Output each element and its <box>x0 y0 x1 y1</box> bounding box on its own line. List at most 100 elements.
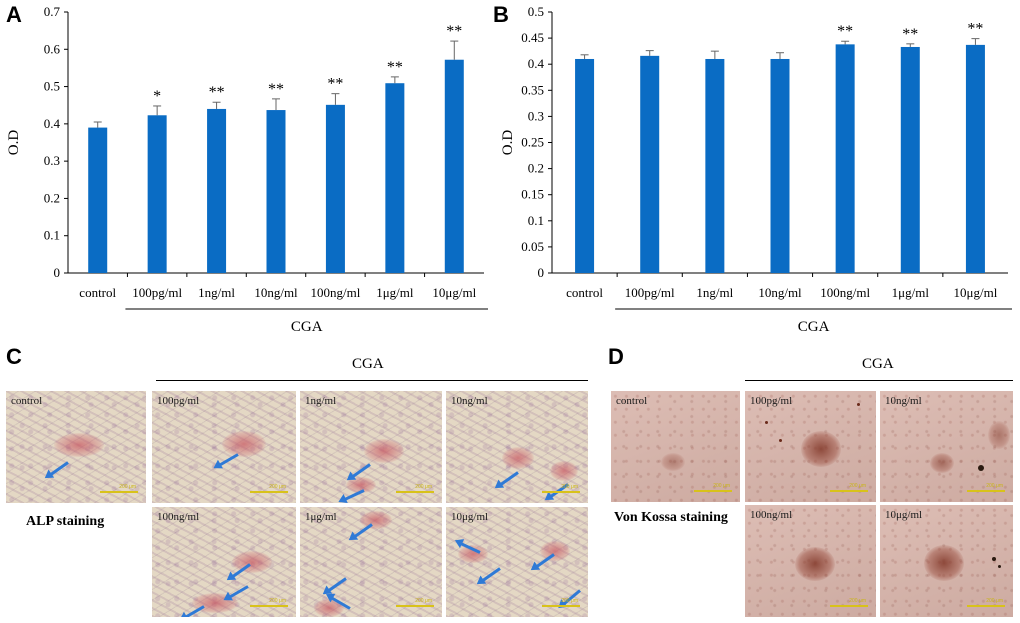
bar <box>900 46 920 273</box>
vk-image-10ug: 10μg/ml 200 μm <box>880 505 1013 617</box>
scale-bar <box>967 605 1005 607</box>
category-label: 10ng/ml <box>758 285 802 300</box>
y-tick-label: 0.2 <box>44 190 60 205</box>
von-kossa-label: Von Kossa staining <box>614 510 728 525</box>
chart-a: 0 0.1 0.2 0.3 0.4 0.5 0.6 0.7 O.D control 100pg/ml… <box>6 4 488 335</box>
bar <box>770 58 790 274</box>
alp-image-10ug: 10μg/ml 200 μm <box>446 507 588 617</box>
bar <box>385 83 405 273</box>
alp-image-100ng: 100ng/ml 200 μm <box>152 507 296 617</box>
vk-image-label: 100pg/ml <box>750 395 793 407</box>
bar <box>266 110 286 273</box>
vk-image-100pg: 100pg/ml 200 μm <box>745 391 876 502</box>
alp-image-label: 1ng/ml <box>305 395 337 407</box>
y-tick-label: 0.15 <box>521 187 544 202</box>
category-label: 1μg/ml <box>376 285 414 300</box>
scale-bar <box>100 491 138 493</box>
category-label: 100ng/ml <box>311 285 361 300</box>
alp-image-10ng: 10ng/ml 200 μm <box>446 391 588 503</box>
y-tick-label: 0.25 <box>521 135 544 150</box>
chart-b: 0 0.05 0.1 0.15 0.2 0.25 0.3 0.35 0.4 0.45 0.5 O.D c… <box>500 4 1012 335</box>
category-label: 100pg/ml <box>625 285 675 300</box>
bar <box>965 44 985 273</box>
y-tick-label: 0.4 <box>528 56 545 71</box>
significance-label: ** <box>967 21 983 38</box>
significance-label: ** <box>902 26 918 43</box>
bar <box>835 44 855 273</box>
y-tick-label: 0.2 <box>528 161 544 176</box>
y-tick-label: 0.7 <box>44 4 61 19</box>
category-label: 1ng/ml <box>696 285 733 300</box>
scale-bar <box>830 605 868 607</box>
panel-letter-b: B <box>493 2 509 27</box>
arrow-icon <box>481 567 501 583</box>
bar <box>640 55 660 274</box>
panel-d-group-label: CGA <box>862 356 894 372</box>
significance-label: ** <box>837 23 853 40</box>
alp-image-label: 10ng/ml <box>451 395 488 407</box>
panel-letter-d: D <box>608 344 624 369</box>
bar <box>207 108 227 273</box>
significance-label: ** <box>209 84 225 101</box>
arrow-icon <box>228 585 249 599</box>
y-tick-label: 0.6 <box>44 41 61 56</box>
vk-image-label: 100ng/ml <box>750 509 793 521</box>
alp-image-label: 100pg/ml <box>157 395 200 407</box>
category-label: 10μg/ml <box>432 285 476 300</box>
panel-c-group-line <box>156 380 588 381</box>
group-label: CGA <box>291 319 323 335</box>
arrow-icon <box>499 471 519 487</box>
alp-image-1ng: 1ng/ml 200 μm <box>300 391 442 503</box>
vk-image-10ng: 10ng/ml 200 μm <box>880 391 1013 502</box>
y-tick-label: 0.1 <box>528 213 544 228</box>
y-tick-label: 0.45 <box>521 30 544 45</box>
bar <box>325 104 345 273</box>
scale-bar <box>967 490 1005 492</box>
bar <box>575 58 595 274</box>
bar <box>147 115 167 273</box>
scale-bar <box>830 490 868 492</box>
category-label: 1ng/ml <box>198 285 235 300</box>
bar <box>88 127 108 273</box>
panel-letter-c: C <box>6 344 22 369</box>
y-tick-label: 0.3 <box>44 153 60 168</box>
arrow-icon <box>218 453 239 467</box>
scale-bar <box>250 605 288 607</box>
y-tick-label: 0.1 <box>44 228 60 243</box>
panel-c-group-label: CGA <box>352 356 384 372</box>
category-label: 100pg/ml <box>132 285 182 300</box>
scale-bar <box>542 491 580 493</box>
bar <box>705 58 725 274</box>
category-label: 10μg/ml <box>954 285 998 300</box>
bar <box>444 59 464 274</box>
y-tick-label: 0 <box>54 265 61 280</box>
significance-label: * <box>153 88 161 105</box>
significance-label: ** <box>446 23 462 40</box>
alp-image-label: control <box>11 395 43 407</box>
panel-d-group-line <box>745 380 1013 381</box>
alp-image-label: 10μg/ml <box>451 511 489 523</box>
alp-image-label: 1μg/ml <box>305 511 337 523</box>
vk-image-label: 10ng/ml <box>885 395 922 407</box>
significance-label: ** <box>387 59 403 76</box>
y-axis-label: O.D <box>6 130 22 156</box>
scale-bar <box>396 491 434 493</box>
y-tick-label: 0.5 <box>44 79 60 94</box>
alp-image-label: 100ng/ml <box>157 511 200 523</box>
significance-label: ** <box>268 81 284 98</box>
vk-image-control: control 200 μm <box>611 391 740 502</box>
y-axis-label: O.D <box>500 130 516 156</box>
y-tick-label: 0.5 <box>528 4 544 19</box>
vk-image-label: 10μg/ml <box>885 509 923 521</box>
scale-bar <box>250 491 288 493</box>
scale-bar <box>694 490 732 492</box>
vk-image-label: control <box>616 395 648 407</box>
category-label: 10ng/ml <box>254 285 298 300</box>
vk-image-100ng: 100ng/ml 200 μm <box>745 505 876 617</box>
significance-label: ** <box>327 76 343 93</box>
y-tick-label: 0.35 <box>521 82 544 97</box>
group-label: CGA <box>798 319 830 335</box>
y-tick-label: 0.3 <box>528 108 544 123</box>
alp-image-control: control 200 μm <box>6 391 146 503</box>
category-label: 1μg/ml <box>892 285 930 300</box>
